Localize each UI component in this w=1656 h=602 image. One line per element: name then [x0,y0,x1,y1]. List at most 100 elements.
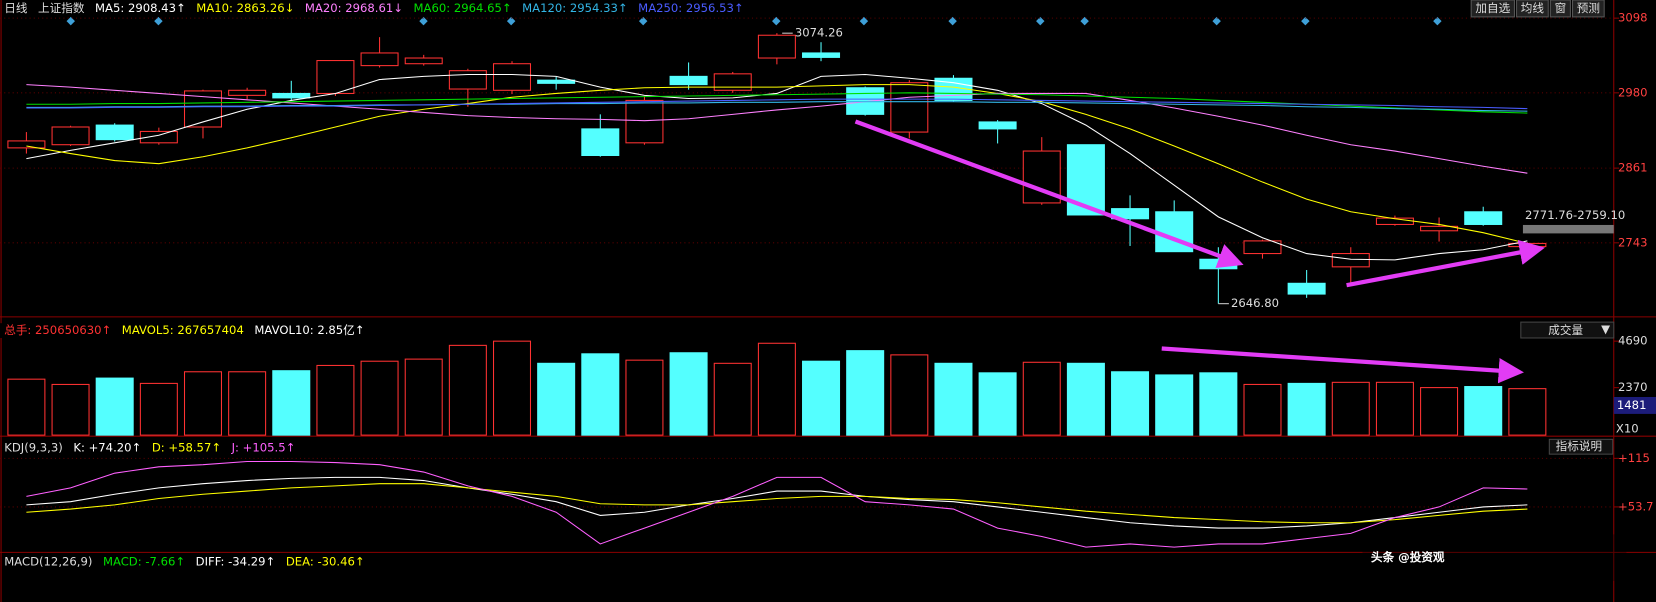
candle-body [228,89,267,96]
dropdown-arrow: ▼ [1601,322,1610,336]
volume-bar [183,371,222,436]
toolbar-button[interactable] [1571,0,1605,18]
toolbar-button[interactable] [1549,0,1571,18]
candle-body [183,90,222,128]
volume-bar [1508,388,1547,436]
watermark-band [1362,534,1627,581]
candle-body [1243,240,1282,255]
candle-body [890,82,929,133]
candle-body [1420,225,1459,232]
volume-bar [1199,372,1238,436]
legend-entry: MACD(12,26,9) [4,554,92,568]
volume-bar [51,383,90,436]
chart-layer: 3098 2980 2861 2743 日线 上证指数 MA5: 2908.43↑ MA10:… [0,0,1656,581]
annotation: 2771.76-2759.10 [1525,208,1625,222]
trend-arrows [854,119,1545,384]
annotation: 3074.26 [795,26,843,40]
legend-entry: MA5: 2908.43↑ [95,1,186,15]
ma-line [26,92,1528,114]
candle-body [713,73,752,91]
candle-body [846,87,885,115]
legend-entry: DEA: -30.46↑ [286,554,365,568]
y-tick-label: 3098 [1618,11,1648,25]
volume-bar [95,377,134,436]
header-band [0,323,1613,338]
candle-body [669,75,708,86]
candle-body [1464,211,1503,225]
cursor-box [1613,397,1656,414]
ma-line [26,73,1528,261]
volume-bar [757,342,796,436]
cursor-label: 1481 [1617,398,1647,412]
y-tick-label: 2980 [1618,85,1648,99]
ma-line [26,101,1528,112]
y-tick-label: 2743 [1618,235,1648,249]
help-button[interactable] [1548,438,1614,455]
volume-bar [890,354,929,436]
candle-body [537,79,576,84]
indicator-line [26,476,1528,529]
candle-body [316,60,355,94]
volume-bar [448,344,487,436]
candle-body [625,99,664,144]
legend-entry: MACD: -7.66↑ [103,554,185,568]
volume-bar [581,353,620,436]
legend-entry: 总手: 250650630↑ [4,323,111,337]
candle-body [757,34,796,59]
toolbar-button-label: 窗 [1555,1,1567,15]
legend-entry: MA20: 2968.61↓ [305,1,403,15]
help-button-label: 指标说明 [1556,439,1602,453]
legend-entry: J: +105.5↑ [231,440,296,454]
legend-entry: 上证指数 [38,1,85,15]
candle-body [272,92,311,99]
volume-bar [1111,371,1150,436]
toolbar-button-label: 预测 [1577,1,1600,15]
y-tick-label: 4690 [1618,334,1648,348]
toolbar-button[interactable] [1516,0,1549,18]
volume-bar [846,350,885,436]
legend-entry: K: +74.20↑ [73,440,141,454]
indicator-select[interactable] [1520,321,1615,339]
watermark: 头条 @投资观 [1371,550,1445,564]
volume-bar [316,364,355,436]
volume-bar [404,358,443,436]
legend-entry: MA250: 2956.53↑ [638,1,743,15]
candle-body [1287,282,1326,295]
candle-body [1111,208,1150,220]
volume-bar [1375,381,1414,436]
candle-body [1331,253,1370,268]
unit-label: X10 [1616,421,1639,435]
candle-body [139,130,178,144]
ma-line [26,84,1528,244]
indicator-select-label: 成交量 [1548,323,1583,337]
volume-bar [139,382,178,436]
volume-bar [625,359,664,436]
volume-bar [802,360,841,436]
volume-bar [1066,362,1105,436]
volume-bar [228,371,267,436]
volume-bar [1331,381,1370,436]
volume-bar [537,362,576,436]
volume-bar [7,378,46,436]
legend-entry: D: +58.57↑ [152,440,221,454]
candle-body [7,140,46,149]
candle-body [802,52,841,58]
volume-bar [1022,361,1061,436]
toolbar-button[interactable] [1470,0,1515,18]
volume-bar [1155,374,1194,436]
y-tick-label: 2370 [1618,380,1648,394]
candle-body [581,128,620,157]
volume-bar [934,362,973,436]
price-band [1522,224,1614,234]
toolbar-button-label: 均线 [1521,1,1545,15]
legend-entry: 日线 [4,1,28,15]
legend-entry: MA120: 2954.33↑ [522,1,627,15]
candle-body [51,126,90,146]
indicator-line [26,483,1528,524]
candle-body [492,63,532,91]
legend-entry: MA10: 2863.26↓ [196,1,294,15]
volume-bar [978,372,1017,436]
volume-bar [492,340,532,436]
